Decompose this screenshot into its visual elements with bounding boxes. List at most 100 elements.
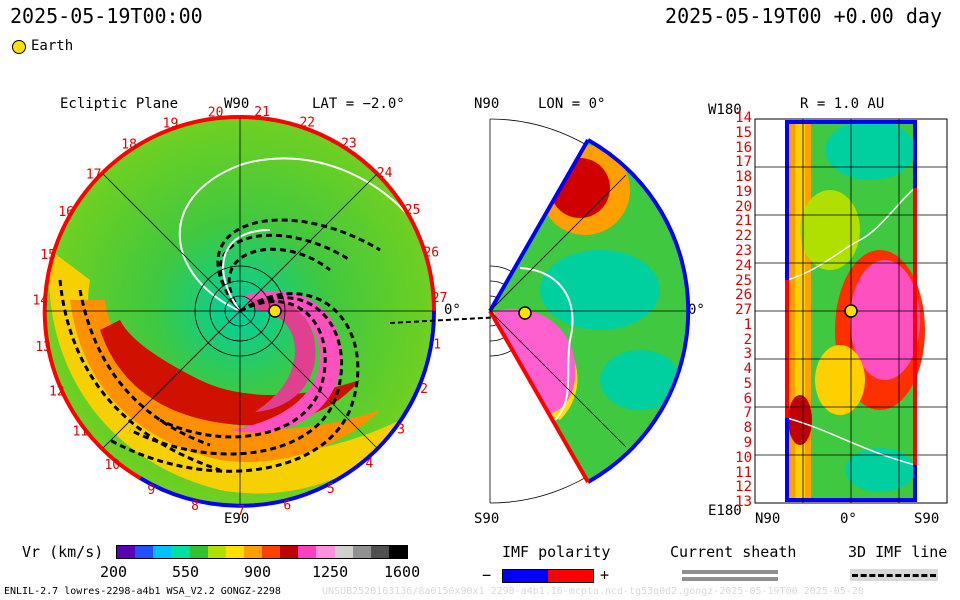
colorbar-segment (243, 546, 262, 558)
map-y-label: 9 (743, 434, 752, 451)
carrington-label: 17 (86, 168, 102, 183)
map-y-label: 17 (735, 154, 752, 171)
meridional-bottom-label: S90 (474, 511, 500, 527)
map-y-label: 2 (743, 331, 752, 348)
imf-negative-swatch (502, 569, 549, 583)
colorbar-segment (117, 546, 136, 558)
ecliptic-lat-label: LAT = −2.0° (312, 96, 405, 112)
ecliptic-top-label: W90 (224, 96, 250, 112)
carrington-label: 13 (35, 340, 51, 355)
carrington-label: 18 (121, 138, 137, 153)
colorbar-segment (153, 546, 172, 558)
carrington-label: 3 (397, 423, 405, 438)
carrington-label: 22 (299, 116, 315, 131)
map-bottom-left-label: E180 (708, 503, 742, 519)
earth-position-ecliptic (268, 304, 282, 318)
carrington-label: 5 (327, 482, 335, 497)
imf-line-swatch (852, 574, 936, 577)
map-y-label: 6 (743, 390, 752, 407)
footer-run-info: UNSUB2520163136/8a0150x90x1 2298-a4b1.16… (322, 586, 864, 597)
imf-minus-label: − (482, 566, 492, 584)
carrington-label: 1 (433, 338, 441, 353)
timestamp-right: 2025-05-19T00 +0.00 day (665, 4, 942, 28)
carrington-label: 4 (365, 457, 373, 472)
carrington-label: 25 (405, 203, 421, 218)
map-y-label: 14 (735, 110, 752, 126)
carrington-label: 26 (423, 246, 439, 261)
carrington-label: 21 (254, 105, 270, 120)
carrington-label: 24 (377, 166, 393, 181)
colorbar-segment (135, 546, 154, 558)
carrington-label: 23 (341, 136, 357, 151)
carrington-label: 6 (283, 498, 291, 513)
map-y-label: 16 (735, 139, 752, 156)
carrington-label: 12 (49, 384, 65, 399)
map-y-label: 8 (743, 420, 752, 437)
map-y-label: 20 (735, 198, 752, 215)
colorbar-tick-1250: 1250 (312, 563, 349, 581)
imf-plus-label: + (600, 566, 610, 584)
map-bottom-label-0: 0° (840, 511, 857, 527)
carrington-label: 14 (32, 294, 48, 309)
map-bottom-label-s90: S90 (914, 511, 940, 527)
map-title: R = 1.0 AU (800, 96, 885, 112)
colorbar-segment (388, 546, 407, 558)
imf-line-label: 3D IMF line (848, 543, 948, 561)
map-y-label: 18 (735, 169, 752, 186)
colorbar-segment (370, 546, 389, 558)
map-y-label: 26 (735, 287, 752, 304)
map-y-label: 3 (743, 346, 752, 363)
earth-marker-icon (12, 40, 26, 54)
carrington-label: 19 (163, 117, 179, 132)
earth-position-map (844, 304, 858, 318)
ecliptic-earth-angle-label: 0° (444, 302, 461, 318)
colorbar-segment (352, 546, 371, 558)
colorbar-segment (316, 546, 335, 558)
earth-position-meridional (518, 306, 532, 320)
map-y-label: 4 (743, 361, 752, 378)
colorbar-segment (189, 546, 208, 558)
current-sheath-line-2 (682, 577, 778, 581)
colorbar-tick-900: 900 (244, 563, 272, 581)
colorbar-segment (280, 546, 299, 558)
earth-legend-label: Earth (31, 38, 74, 54)
carrington-label: 9 (147, 483, 155, 498)
current-sheath-line-1 (682, 570, 778, 574)
carrington-label: 16 (58, 205, 74, 220)
map-y-label: 15 (735, 124, 752, 141)
map-bottom-label-n90: N90 (755, 511, 781, 527)
colorbar-tick-200: 200 (100, 563, 128, 581)
colorbar-segment (207, 546, 226, 558)
map-y-label: 12 (735, 479, 752, 496)
footer-model-info: ENLIL-2.7 lowres-2298-a4b1 WSA_V2.2 GONG… (4, 586, 281, 597)
colorbar-segment (262, 546, 281, 558)
current-sheath-label: Current sheath (670, 543, 797, 561)
colorbar-label: Vr (km/s) (22, 543, 104, 561)
carrington-label: 27 (432, 291, 448, 306)
colorbar-segment (334, 546, 353, 558)
colorbar-segment (298, 546, 317, 558)
colorbar-segment (225, 546, 244, 558)
meridional-top-label: N90 (474, 96, 500, 112)
carrington-label: 10 (104, 458, 120, 473)
colorbar-tick-1600: 1600 (384, 563, 421, 581)
carrington-label: 15 (40, 248, 56, 263)
colorbar-tick-550: 550 (172, 563, 200, 581)
carrington-label: 11 (72, 424, 88, 439)
carrington-label: 20 (208, 106, 224, 121)
map-y-label: 24 (735, 257, 752, 274)
map-top-left-label: W180 (708, 102, 742, 118)
imf-positive-swatch (547, 569, 594, 583)
map-y-label: 5 (743, 375, 752, 392)
map-y-label: 22 (735, 228, 752, 245)
map-y-label: 19 (735, 183, 752, 200)
carrington-label: 2 (420, 382, 428, 397)
map-y-label: 21 (735, 213, 752, 230)
timestamp-left: 2025-05-19T00:00 (10, 4, 203, 28)
map-y-label: 11 (735, 464, 752, 481)
ecliptic-bottom-label: E90 (224, 511, 250, 527)
map-y-label: 1 (743, 316, 752, 333)
